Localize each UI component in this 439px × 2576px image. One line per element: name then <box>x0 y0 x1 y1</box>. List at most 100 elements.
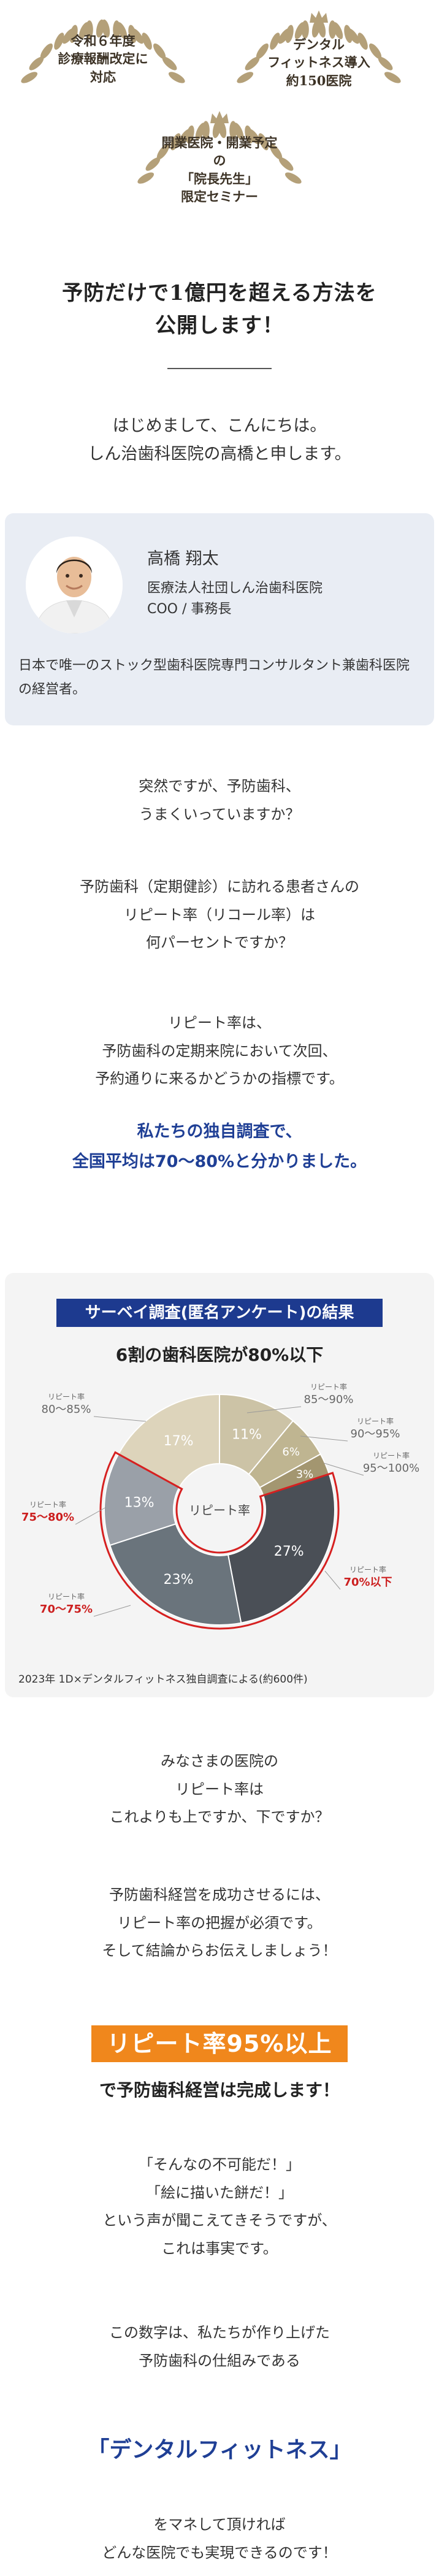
donut-slice <box>104 1453 180 1546</box>
laurel-leaf <box>237 72 254 83</box>
laurel-leaf <box>131 28 144 44</box>
laurel-leaf <box>54 32 64 50</box>
text-line: これは事実です。 <box>161 2239 278 2257</box>
text-line: 予防歯科の定期来院において次回、 <box>102 1042 337 1060</box>
profile-org-line: 医療法人社団しん治歯科医院 <box>147 581 323 596</box>
title-divider <box>167 368 272 369</box>
badge-line: 開業医院・開業予定の <box>161 135 278 169</box>
leader-line <box>324 1570 341 1590</box>
badge-line: デンタル <box>293 37 345 52</box>
text-line: 予約通りに来るかどうかの指標です。 <box>95 1070 344 1088</box>
text-line: をマネして頂ければ <box>153 2516 286 2533</box>
laurel-leaf <box>218 120 227 139</box>
laurel-leaf <box>153 43 166 59</box>
highlight-line: 全国平均は70〜80%と分かりました。 <box>72 1152 367 1171</box>
text-line: という声が聞こえてきそうですが、 <box>102 2212 337 2230</box>
repeat-rate-badge: リピート率95%以上 <box>91 2025 348 2062</box>
donut-center-label: リピート率 <box>189 1503 250 1518</box>
profile-name: 高橋 翔太 <box>147 549 219 568</box>
leader-line <box>246 1406 302 1413</box>
laurel-leaf <box>369 43 382 59</box>
laurel-leaf <box>357 32 368 50</box>
badge-line: 約150医院 <box>286 72 352 88</box>
text-line: どんな医院でも実現できるのです！ <box>102 2544 337 2561</box>
slice-percent-label: 6% <box>282 1445 300 1458</box>
category-label-prefix: リピート率 <box>310 1382 347 1391</box>
badge-line: 限定セミナー <box>181 189 258 205</box>
laurel-leaf <box>21 72 38 83</box>
leader-line <box>75 1507 107 1525</box>
laurel-leaf <box>270 32 280 50</box>
category-label-prefix: リピート率 <box>349 1565 386 1574</box>
leader-line <box>323 1462 364 1476</box>
text-line: うまくいっていますか？ <box>139 805 300 823</box>
category-label: 95〜100% <box>363 1462 419 1475</box>
survey-header: サーベイ調査(匿名アンケート)の結果 <box>56 1299 383 1327</box>
laurel-leaf <box>156 143 169 160</box>
laurel-leaf <box>278 157 294 171</box>
category-label: 70〜75% <box>40 1603 93 1616</box>
text-line: みなさまの医院の <box>161 1752 278 1770</box>
profile-description: 日本で唯一のストック型歯科医院専門コンサルタント兼歯科医院の経営者。 <box>18 658 410 697</box>
laurel-leaf <box>29 56 44 71</box>
text-line: リピート率は <box>175 1780 264 1798</box>
question-block: 突然ですが、予防歯科、 うまくいっていますか？ <box>0 773 439 828</box>
text-line: 突然ですが、予防歯科、 <box>139 778 300 795</box>
comparison-question: みなさまの医院の リピート率は これよりも上ですか、下ですか？ <box>0 1748 439 1832</box>
laurel-leaf <box>170 133 181 151</box>
section-title-line: 予防だけで1億円を超える方法を <box>62 281 377 305</box>
repeat-rate-donut-chart: リピート率11%6%3%27%23%13%17%リピート率85〜90%リピート率… <box>21 1382 419 1630</box>
laurel-leaf <box>233 123 244 140</box>
objection-block: 「そんなの不可能だ！」 「絵に描いた餅だ！」 という声が聞こえてきそうですが、 … <box>0 2151 439 2263</box>
text-line: そして結論からお伝えしましょう！ <box>102 1942 337 1960</box>
greeting-line: しん治歯科医院の高橋と申します。 <box>88 444 351 464</box>
donut-slice <box>227 1473 335 1624</box>
slice-percent-label: 11% <box>232 1427 262 1442</box>
text-line: この数字は、私たちが作り上げた <box>109 2324 330 2341</box>
laurel-leaf <box>162 56 177 71</box>
text-line: 「絵に描いた餅だ！」 <box>146 2184 293 2201</box>
laurel-leaf <box>40 43 53 59</box>
highlight-outline <box>99 1451 340 1630</box>
laurel-leaf <box>85 20 93 39</box>
text-line: リピート率の把握が必須です。 <box>117 1914 322 1932</box>
greeting-line: はじめまして、こんにちは。 <box>112 416 327 435</box>
laurel-leaf <box>317 19 326 38</box>
slice-percent-label: 17% <box>164 1434 194 1449</box>
laurel-leaf <box>284 172 302 184</box>
category-label: 90〜95% <box>351 1428 400 1440</box>
laurel-wreath-icon <box>137 120 302 184</box>
laurel-leaf <box>248 129 261 145</box>
laurel-leaf <box>69 25 78 44</box>
category-label: 70%以下 <box>343 1576 392 1589</box>
donut-slice <box>109 1523 242 1626</box>
leader-line <box>300 1435 348 1442</box>
badge-adoption: デンタル フィットネス導入 約150医院 <box>227 10 411 103</box>
leader-line <box>93 1416 147 1422</box>
category-label: 75〜80% <box>21 1511 74 1524</box>
avatar <box>26 537 123 633</box>
badge-line: 「院長先生」 <box>181 170 258 186</box>
person-portrait-icon <box>26 537 123 633</box>
section-title: 予防だけで1億円を超える方法を 公開します！ <box>0 277 439 342</box>
donut-slice <box>117 1393 220 1489</box>
slice-percent-label: 23% <box>164 1572 194 1588</box>
repeat-rate-question: 予防歯科（定期健診）に訪れる患者さんの リピート率（リコール率）は 何パーセント… <box>0 873 439 957</box>
highlight-line: 私たちの独自調査で、 <box>137 1122 302 1141</box>
greeting: はじめまして、こんにちは。 しん治歯科医院の高橋と申します。 <box>0 412 439 468</box>
text-line: これよりも上ですか、下ですか？ <box>109 1808 330 1826</box>
text-line: 予防歯科（定期健診）に訪れる患者さんの <box>80 878 359 895</box>
laurel-leaf <box>116 22 128 39</box>
laurel-leaf <box>270 143 283 160</box>
laurel-wreath-icon <box>237 19 401 83</box>
category-label-prefix: リピート率 <box>373 1451 410 1460</box>
badge-line: 診療報酬改定に <box>58 51 148 67</box>
survey-card: サーベイ調査(匿名アンケート)の結果 6割の歯科医院が80%以下 リピート率 11… <box>5 1273 434 1697</box>
laurel-leaf <box>202 121 210 140</box>
profile-role: COO / 事務長 <box>147 602 232 617</box>
laurel-leaf <box>347 28 360 44</box>
leader-line <box>93 1605 131 1617</box>
text-line: 予防歯科の仕組みである <box>139 2352 300 2369</box>
category-label-prefix: リピート率 <box>29 1500 66 1509</box>
